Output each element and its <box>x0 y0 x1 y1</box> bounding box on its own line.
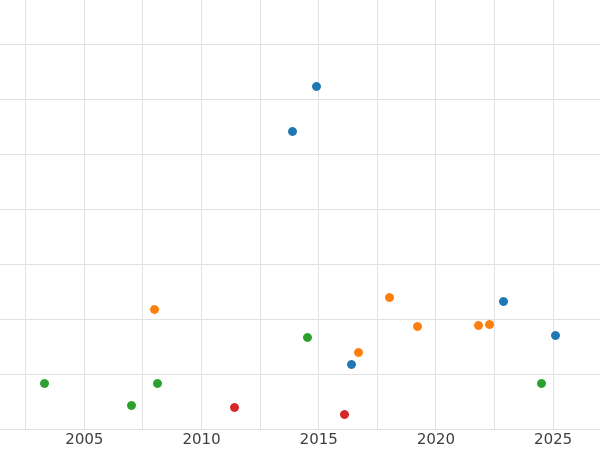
x-gridline <box>376 0 378 430</box>
data-point-orange <box>150 305 160 315</box>
data-point-blue <box>550 331 560 341</box>
x-tick-label: 2005 <box>65 430 104 448</box>
data-point-orange <box>485 319 495 329</box>
data-point-green <box>126 401 136 411</box>
x-tick-label: 2015 <box>299 430 338 448</box>
y-gridline <box>0 43 600 45</box>
data-point-red <box>229 403 239 413</box>
data-point-red <box>340 409 350 419</box>
x-gridline <box>25 0 27 430</box>
x-tick-label: 2020 <box>416 430 456 448</box>
data-point-orange <box>412 322 422 332</box>
data-point-green <box>152 378 162 388</box>
x-gridline <box>494 0 496 430</box>
x-gridline <box>552 0 554 430</box>
y-gridline <box>0 153 600 155</box>
x-gridline <box>435 0 437 430</box>
y-gridline <box>0 98 600 100</box>
x-gridline <box>83 0 85 430</box>
x-tick-label: 2025 <box>534 430 573 448</box>
data-point-green <box>536 378 546 388</box>
data-point-blue <box>499 296 509 306</box>
x-axis: 2005 2010 2015 2020 2025 <box>0 430 600 450</box>
x-tick-label: 2010 <box>182 430 221 448</box>
data-point-blue <box>288 126 298 136</box>
data-point-green <box>302 333 312 343</box>
y-gridline <box>0 264 600 266</box>
y-gridline <box>0 374 600 376</box>
x-gridline <box>201 0 203 430</box>
data-point-orange <box>473 320 483 330</box>
y-gridline <box>0 208 600 210</box>
plot-area <box>0 0 600 430</box>
data-point-blue <box>347 360 357 370</box>
y-gridline <box>0 319 600 321</box>
y-gridline <box>0 428 600 430</box>
data-point-orange <box>354 347 364 357</box>
data-point-blue <box>311 81 321 91</box>
data-point-green <box>40 378 50 388</box>
x-gridline <box>259 0 261 430</box>
x-gridline <box>142 0 144 430</box>
x-gridline <box>318 0 320 430</box>
data-point-orange <box>384 292 394 302</box>
